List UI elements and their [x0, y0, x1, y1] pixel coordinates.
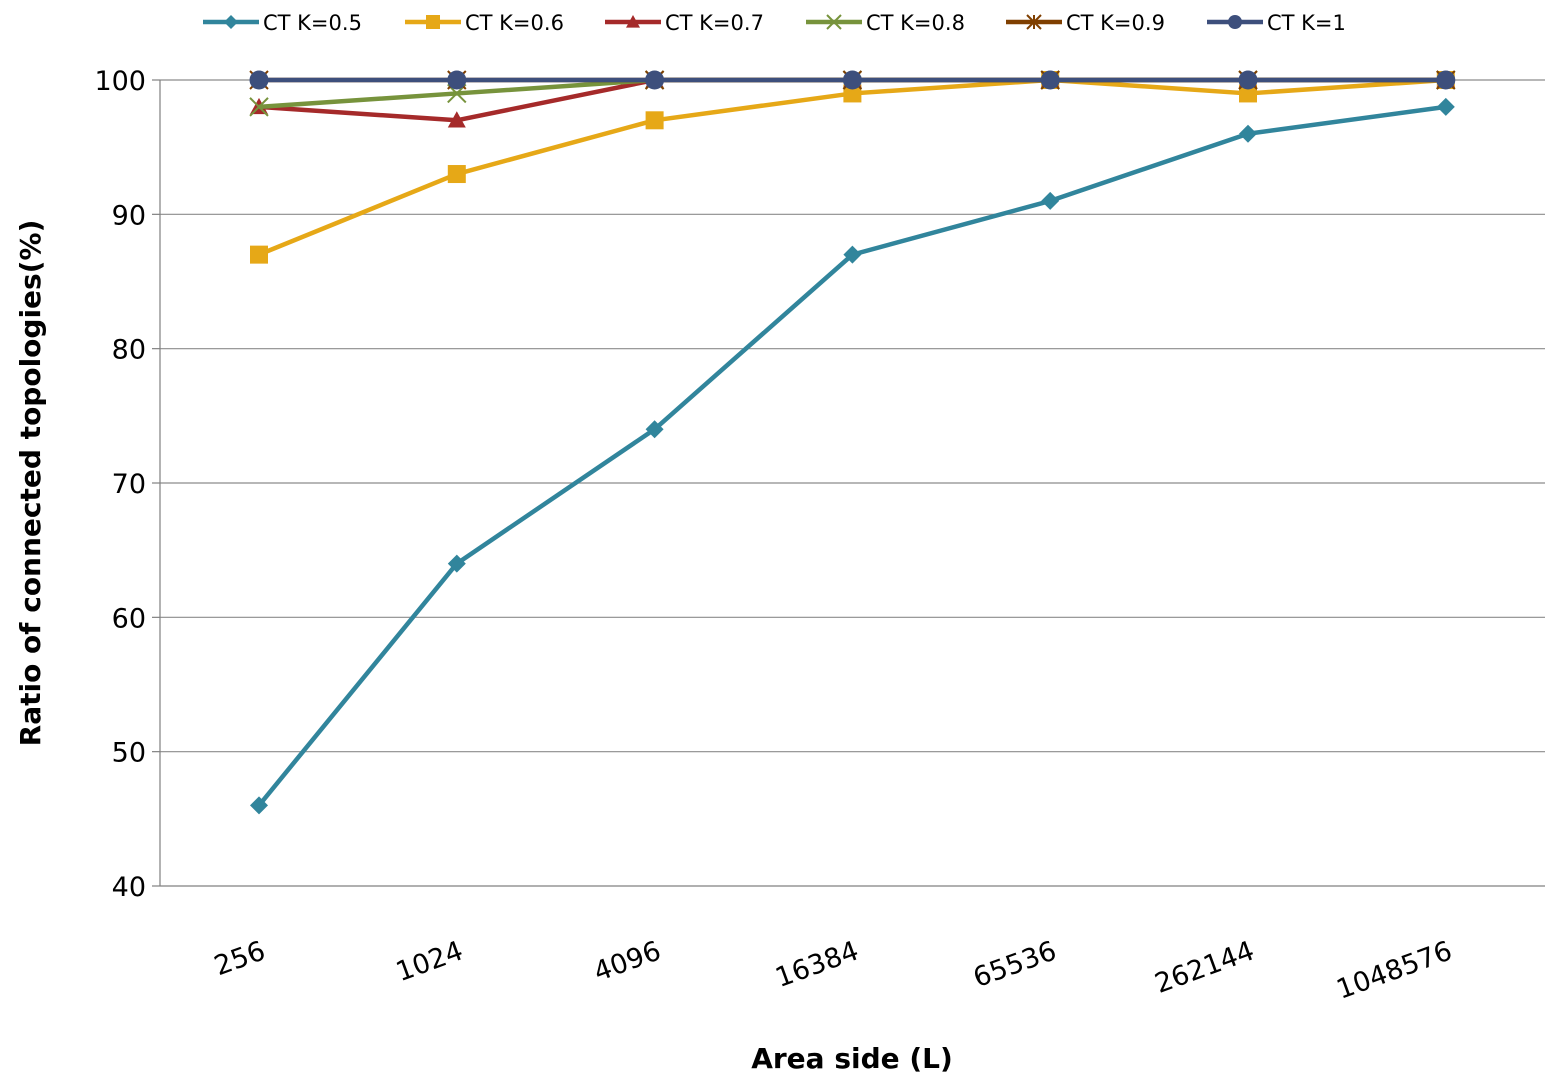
data-point	[447, 111, 466, 128]
legend-label: CT K=0.6	[465, 11, 564, 35]
legend-item: CT K=0.7	[605, 11, 764, 35]
y-tick-label: 100	[94, 66, 146, 97]
series-line	[258, 77, 1446, 257]
data-point	[1436, 97, 1455, 116]
legend-marker	[1228, 15, 1242, 29]
x-tick-label: 65536	[969, 935, 1060, 994]
data-point	[1040, 70, 1060, 90]
legend-item: CT K=0.6	[405, 11, 564, 35]
data-point	[842, 70, 862, 90]
gridlines	[152, 79, 1545, 887]
data-point	[1239, 124, 1257, 143]
legend-marker	[426, 15, 440, 29]
x-tick-label: 16384	[771, 935, 862, 994]
series-group	[250, 97, 1455, 815]
x-tick-label: 262144	[1151, 935, 1258, 999]
legend-marker	[1026, 14, 1042, 30]
series-group	[249, 70, 1456, 90]
x-tick-label: 1048576	[1333, 935, 1457, 1005]
legend-marker	[626, 15, 640, 28]
legend: CT K=0.5 CT K=0.6 CT K=0.7 CT K=0.8 CT K=0.9…	[203, 11, 1346, 35]
x-tick-label: 1024	[392, 935, 467, 988]
data-point	[249, 70, 269, 90]
y-tick-label: 90	[112, 200, 146, 231]
x-tick-label: 256	[210, 935, 269, 982]
legend-item: CT K=1	[1207, 11, 1346, 35]
data-point	[843, 84, 862, 103]
y-tick-label: 70	[112, 469, 146, 500]
data-point	[447, 554, 466, 573]
y-tick-label: 40	[112, 872, 146, 903]
legend-item: CT K=0.8	[806, 11, 965, 35]
data-point	[1436, 70, 1456, 90]
data-point	[447, 165, 466, 184]
data-point	[250, 796, 268, 815]
data-point	[645, 70, 665, 90]
data-point	[1239, 84, 1257, 103]
data-point	[250, 245, 268, 264]
y-axis-title: Ratio of connected topologies(%)	[14, 220, 47, 747]
series-group	[250, 71, 1455, 264]
x-axis-title: Area side (L)	[751, 1042, 953, 1075]
legend-item: CT K=0.5	[203, 11, 362, 35]
data-point	[249, 97, 269, 117]
data-point	[447, 83, 467, 104]
legend-marker	[826, 14, 842, 30]
y-tick-label: 80	[112, 335, 146, 366]
x-tick-labels: 256 1024 4096 16384 65536 262144 1048576	[210, 935, 1456, 1005]
y-tick-label: 50	[112, 738, 146, 769]
legend-label: CT K=0.5	[263, 11, 362, 35]
data-point	[645, 111, 664, 130]
legend-marker	[224, 15, 238, 29]
data-point	[447, 70, 467, 90]
y-tick-labels: 40 50 60 70 80 90 100	[94, 66, 146, 903]
data-point	[843, 245, 862, 264]
data-point	[645, 420, 664, 439]
data-point	[1238, 70, 1258, 90]
x-tick-label: 4096	[590, 935, 665, 988]
legend-item: CT K=0.9	[1006, 11, 1165, 35]
legend-label: CT K=0.7	[665, 11, 764, 35]
series-line	[257, 104, 1447, 807]
legend-label: CT K=1	[1267, 11, 1346, 35]
data-series	[249, 70, 1456, 815]
legend-label: CT K=0.9	[1066, 11, 1165, 35]
legend-label: CT K=0.8	[866, 11, 965, 35]
y-tick-label: 60	[112, 603, 146, 634]
data-point	[1041, 191, 1060, 210]
